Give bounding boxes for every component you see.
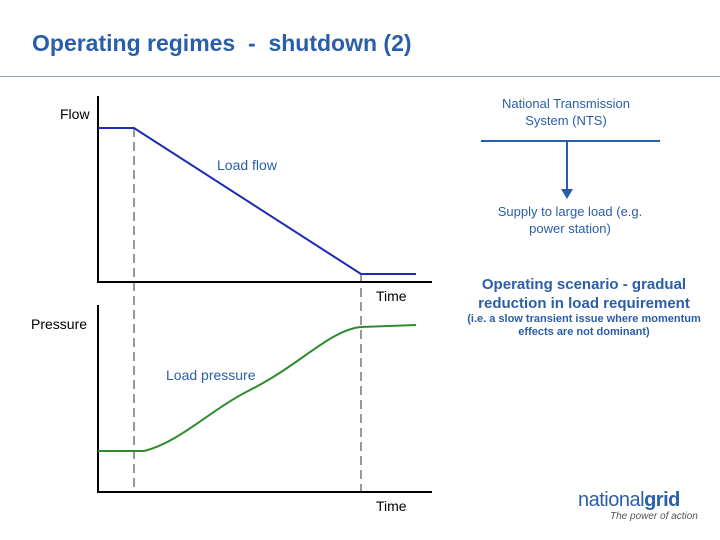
logo-tagline: The power of action bbox=[610, 511, 698, 522]
supply-arrow-head bbox=[561, 189, 573, 199]
flow-axes bbox=[97, 96, 432, 283]
load-flow-label: Load flow bbox=[217, 157, 277, 173]
logo-bold-text: grid bbox=[644, 489, 680, 511]
load-pressure-curve bbox=[98, 324, 417, 452]
nts-label: National Transmission System (NTS) bbox=[502, 96, 630, 128]
supply-label: Supply to large load (e.g. power station… bbox=[497, 204, 643, 236]
scenario-note: (i.e. a slow transient issue where momen… bbox=[467, 313, 701, 338]
flow-time-axis-label: Time bbox=[376, 288, 407, 304]
flow-axis-label: Flow bbox=[60, 106, 90, 122]
logo-regular-text: national bbox=[578, 489, 645, 511]
national-grid-logo: nationalgrid bbox=[578, 489, 680, 512]
load-flow-curve bbox=[98, 127, 416, 275]
load-pressure-label: Load pressure bbox=[166, 367, 256, 383]
slide-title: Operating regimes - shutdown (2) bbox=[32, 30, 412, 56]
pressure-axis-label: Pressure bbox=[31, 316, 88, 332]
pressure-axes bbox=[97, 305, 432, 493]
scenario-title: Operating scenario - gradual reduction i… bbox=[478, 276, 690, 312]
title-divider bbox=[0, 76, 720, 77]
pressure-time-axis-label: Time bbox=[376, 498, 407, 514]
